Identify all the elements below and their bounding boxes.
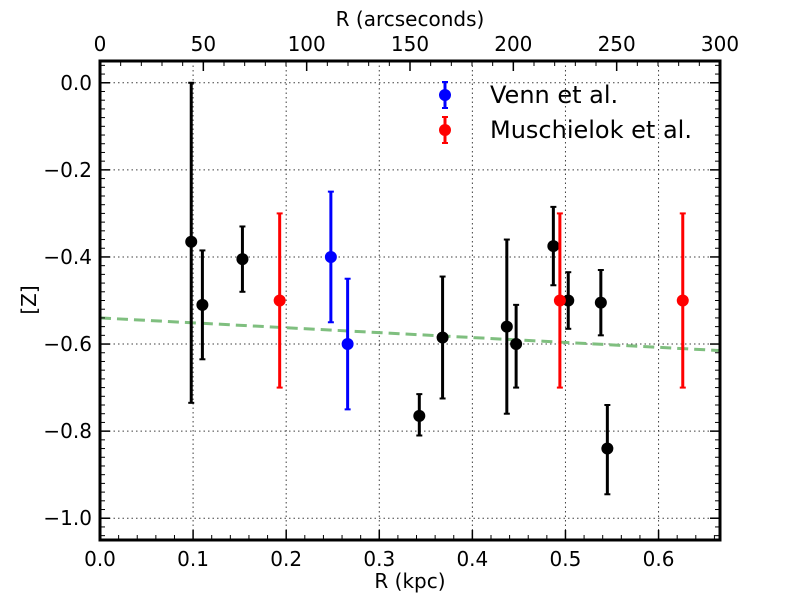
y-tick-label: −0.2 bbox=[43, 158, 92, 182]
top-x-tick-label: 300 bbox=[701, 32, 739, 56]
axis-ticks bbox=[99, 61, 721, 540]
x-tick-label: 0.0 bbox=[84, 547, 116, 571]
data-point bbox=[413, 409, 426, 422]
top-x-tick-label: 0 bbox=[94, 32, 107, 56]
y-tick-label: −0.8 bbox=[43, 419, 92, 443]
y-tick-label: −0.4 bbox=[43, 245, 92, 269]
data-point bbox=[324, 250, 337, 263]
x-tick-label: 0.4 bbox=[456, 547, 488, 571]
legend-label: Venn et al. bbox=[490, 81, 618, 109]
tick-labels: 0.0 0.1 0.2 0.3 0.4 0.5 0.6 0 50 100 150 200 250 300 0… bbox=[43, 32, 739, 571]
x-tick-label: 0.5 bbox=[550, 547, 582, 571]
data-point bbox=[553, 294, 566, 307]
y-tick-label: −1.0 bbox=[43, 506, 92, 530]
legend: Venn et al. Muschielok et al. bbox=[439, 81, 692, 144]
top-x-tick-label: 250 bbox=[598, 32, 636, 56]
y-tick-label: −0.6 bbox=[43, 332, 92, 356]
y-tick-label: 0.0 bbox=[60, 71, 92, 95]
top-x-tick-label: 100 bbox=[288, 32, 326, 56]
data-point bbox=[500, 320, 513, 333]
top-x-tick-label: 50 bbox=[191, 32, 216, 56]
data-point bbox=[547, 240, 560, 253]
data-point bbox=[436, 331, 449, 344]
top-x-tick-label: 200 bbox=[494, 32, 532, 56]
data-point bbox=[676, 294, 689, 307]
data-point bbox=[510, 338, 523, 351]
x-axis-title: R (kpc) bbox=[374, 569, 445, 593]
data-point bbox=[601, 442, 614, 455]
legend-marker bbox=[439, 89, 451, 101]
x-tick-label: 0.3 bbox=[363, 547, 395, 571]
x-tick-label: 0.6 bbox=[643, 547, 675, 571]
data-point bbox=[341, 338, 354, 351]
x-tick-label: 0.2 bbox=[270, 547, 302, 571]
legend-marker bbox=[439, 124, 451, 136]
y-axis-title: [Z] bbox=[17, 285, 41, 314]
series-1 bbox=[324, 190, 354, 411]
legend-label: Muschielok et al. bbox=[490, 116, 692, 144]
data-points bbox=[185, 81, 689, 496]
top-x-tick-label: 150 bbox=[391, 32, 429, 56]
data-point bbox=[196, 298, 209, 311]
data-point bbox=[562, 294, 575, 307]
data-point bbox=[273, 294, 286, 307]
series-0 bbox=[185, 81, 614, 496]
x-tick-label: 0.1 bbox=[177, 547, 209, 571]
data-point bbox=[185, 235, 198, 248]
data-point bbox=[594, 296, 607, 309]
data-point bbox=[236, 253, 249, 266]
series-2 bbox=[273, 212, 689, 389]
top-x-axis-title: R (arcseconds) bbox=[336, 7, 485, 31]
